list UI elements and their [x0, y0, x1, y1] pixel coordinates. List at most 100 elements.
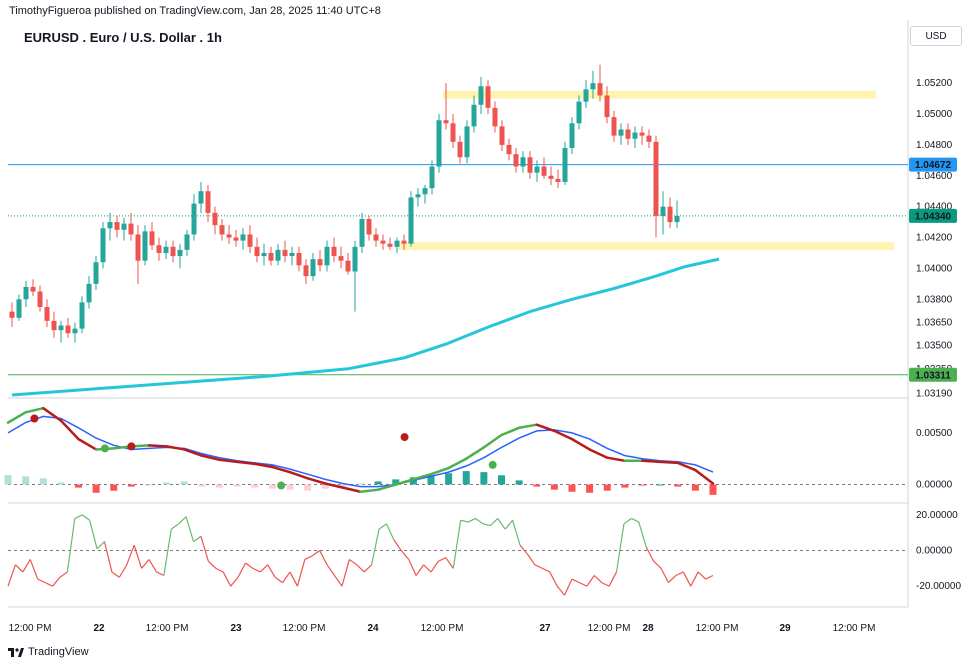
oscillator-segment [356, 564, 365, 573]
candle-body [436, 120, 442, 167]
candle-body [625, 129, 631, 139]
oscillator-segment [326, 564, 336, 576]
signal-line-segment [658, 460, 679, 465]
price-tick-label: 1.04200 [916, 233, 953, 244]
signal-line-segment [482, 433, 503, 449]
oscillator-segment [519, 544, 528, 555]
oscillator-segment [378, 523, 387, 530]
crossover-marker [100, 444, 109, 453]
candle-body [79, 302, 85, 329]
oscillator-segment [475, 517, 484, 525]
price-tick-label: 1.04000 [916, 263, 953, 274]
candle-body [268, 252, 274, 261]
candle-body [331, 246, 337, 257]
oscillator-segment [705, 574, 714, 580]
signal-line-segment [341, 486, 362, 493]
oscillator-segment [296, 559, 306, 587]
signal-line-segment [500, 426, 521, 437]
oscillator-segment [542, 567, 550, 573]
signal-line-segment [183, 448, 204, 457]
oscillator-segment [549, 571, 558, 587]
macd-histogram-bar [357, 483, 364, 485]
footer-brand-label: TradingView [28, 646, 89, 658]
oscillator-segment [423, 564, 432, 573]
oscillator-segment [690, 571, 699, 587]
candle-body [478, 86, 484, 105]
candle-body [639, 132, 645, 136]
oscillator-segment [282, 571, 291, 583]
candle-body [219, 225, 225, 235]
macd-histogram-bar [75, 484, 82, 488]
signal-line-segment [676, 461, 697, 472]
oscillator-tick-label: 20.00000 [916, 510, 958, 521]
candle-body [142, 231, 148, 261]
price-label-text: 1.04340 [915, 211, 952, 222]
oscillator-segment [668, 575, 677, 584]
candle-body [9, 311, 15, 318]
signal-line-segment [271, 465, 292, 474]
macd-histogram-bar [709, 484, 717, 495]
currency-button[interactable]: USD [910, 26, 962, 46]
signal-line-segment [535, 423, 556, 433]
price-tick-label: 1.03650 [916, 317, 953, 328]
macd-histogram-bar [480, 472, 488, 485]
macd-histogram-bar [586, 484, 594, 493]
oscillator-segment [185, 516, 195, 542]
signal-line-segment [59, 419, 80, 441]
macd-histogram-bar [568, 484, 576, 492]
oscillator-segment [193, 535, 202, 543]
time-tick-label: 12:00 PM [9, 623, 52, 634]
candle-body [135, 234, 141, 261]
macd-histogram-bar [251, 484, 259, 488]
oscillator-segment [267, 564, 276, 578]
price-label-badge [909, 208, 957, 223]
candle-body [72, 328, 78, 334]
candle-body [303, 265, 309, 277]
candle-body [359, 219, 365, 247]
oscillator-segment [645, 546, 655, 562]
macd-histogram-bar [321, 484, 329, 489]
oscillator-segment [319, 550, 328, 566]
oscillator-segment [274, 576, 283, 584]
candle-body [646, 135, 652, 142]
candle-body [30, 286, 36, 292]
price-tick-label: 1.05200 [916, 78, 953, 89]
candle-body [233, 237, 239, 241]
oscillator-segment [608, 571, 618, 587]
oscillator-segment [222, 571, 232, 587]
oscillator-segment [615, 523, 625, 573]
oscillator-pane: 20.00000 0.00000 -20.00000 [7, 510, 961, 596]
oscillator-segment [408, 559, 417, 576]
time-tick-label: 12:00 PM [833, 623, 876, 634]
candle-body [338, 256, 344, 261]
oscillator-segment [512, 520, 521, 546]
oscillator-segment [623, 517, 632, 525]
signal-line-segment [447, 457, 468, 470]
candle-body [58, 325, 64, 331]
oscillator-segment [156, 571, 165, 577]
candle-body [149, 231, 155, 246]
candle-body [121, 223, 127, 230]
oscillator-segment [118, 564, 128, 578]
oscillator-segment [564, 578, 573, 596]
tradingview-logo-icon [8, 647, 24, 657]
candle-body [275, 249, 281, 261]
candle-body [457, 141, 463, 158]
oscillator-segment [289, 571, 298, 587]
candle-body [660, 206, 666, 216]
oscillator-segment [504, 519, 514, 530]
candle-body [156, 245, 162, 253]
candle-body [604, 95, 610, 118]
macd-histogram-bar [621, 484, 629, 488]
candle-body [86, 283, 92, 303]
candle-body [373, 234, 379, 241]
oscillator-segment [385, 523, 395, 541]
candle-body [506, 144, 512, 155]
candle-body [65, 325, 71, 334]
oscillator-segment [96, 541, 105, 550]
candle-body [394, 240, 400, 247]
price-tick-label: 1.04800 [916, 140, 953, 151]
macd-histogram-bar [515, 480, 523, 485]
candle-body [611, 117, 617, 136]
chart-canvas[interactable]: 1.05200 1.05000 1.04800 1.04600 1.04400 1.042… [0, 0, 975, 640]
